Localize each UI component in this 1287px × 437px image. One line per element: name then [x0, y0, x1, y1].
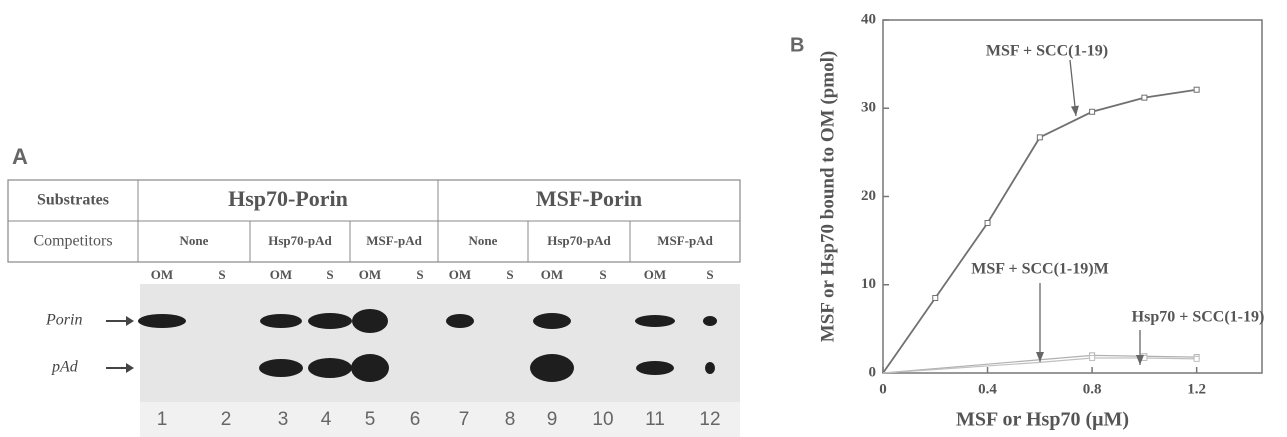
gel-band	[308, 358, 352, 378]
gel-band	[351, 354, 389, 382]
lane-number: 7	[459, 409, 470, 430]
panel-label: B	[790, 34, 804, 56]
series-marker	[1194, 87, 1199, 92]
y-axis-label: MSF or Hsp70 bound to OM (pmol)	[817, 51, 838, 342]
lane-number: 4	[321, 409, 332, 430]
lane-number: 9	[547, 409, 558, 430]
series-label: Hsp70 + SCC(1-19)	[1132, 309, 1265, 326]
x-tick-label: 0	[879, 381, 887, 397]
y-tick-label: 20	[861, 188, 876, 204]
lane-number: 2	[221, 409, 232, 430]
series-marker	[1037, 135, 1042, 140]
gel	[140, 284, 740, 402]
row-header: Substrates	[37, 192, 109, 209]
series-marker	[1090, 355, 1095, 360]
fraction-label: S	[706, 267, 713, 282]
series-marker	[1142, 95, 1147, 100]
x-tick-label: 0.4	[978, 381, 997, 397]
series-label: MSF + SCC(1-19)	[986, 43, 1108, 60]
series-marker	[1090, 109, 1095, 114]
gel-band	[352, 309, 388, 333]
series-marker	[1194, 356, 1199, 361]
substrate-header: MSF-Porin	[536, 186, 642, 211]
gel-band	[703, 316, 717, 326]
series-marker	[933, 295, 938, 300]
fraction-label: OM	[449, 267, 471, 282]
substrate-header: Hsp70-Porin	[228, 186, 348, 211]
lane-number: 11	[645, 409, 665, 430]
fraction-label: OM	[359, 267, 381, 282]
y-tick-label: 30	[861, 100, 876, 116]
lane-number: 1	[157, 409, 168, 430]
fraction-label: S	[506, 267, 513, 282]
competitor-label: MSF-pAd	[657, 233, 713, 248]
y-tick-label: 0	[869, 364, 877, 380]
fraction-label: S	[326, 267, 333, 282]
fraction-label: OM	[151, 267, 173, 282]
lane-number: 3	[278, 409, 289, 430]
series-marker	[985, 220, 990, 225]
competitor-label: None	[469, 233, 498, 248]
fraction-label: OM	[541, 267, 563, 282]
gel-band	[635, 315, 675, 327]
x-axis-label: MSF or Hsp70 (μM)	[956, 409, 1129, 431]
band-label: Porin	[45, 312, 82, 329]
row-header: Competitors	[33, 233, 112, 250]
gel-band	[260, 314, 302, 328]
gel-band	[308, 313, 352, 329]
fraction-label: OM	[644, 267, 666, 282]
gel-band	[705, 362, 715, 374]
band-label: pAd	[51, 359, 79, 376]
lane-number: 5	[365, 409, 376, 430]
fraction-label: S	[416, 267, 423, 282]
x-tick-label: 1.2	[1187, 381, 1206, 397]
lane-number: 12	[699, 409, 720, 430]
lane-number: 6	[410, 409, 421, 430]
lane-number: 10	[592, 409, 613, 430]
competitor-label: Hsp70-pAd	[547, 233, 611, 248]
gel-band	[446, 314, 474, 328]
gel-band	[636, 361, 674, 375]
competitor-label: Hsp70-pAd	[268, 233, 332, 248]
gel-band	[530, 354, 574, 382]
panel-label: A	[12, 144, 28, 169]
competitor-label: MSF-pAd	[366, 233, 422, 248]
gel-band	[138, 314, 186, 328]
lane-number: 8	[505, 409, 516, 430]
y-tick-label: 40	[861, 11, 876, 27]
y-tick-label: 10	[861, 276, 876, 292]
series-label: MSF + SCC(1-19)M	[971, 261, 1108, 278]
figure: A Substrates Hsp70-Porin MSF-Porin Competito…	[0, 0, 1287, 437]
gel-band	[533, 313, 571, 329]
fraction-label: OM	[270, 267, 292, 282]
gel-band	[259, 359, 303, 377]
fraction-label: S	[218, 267, 225, 282]
x-tick-label: 0.8	[1083, 381, 1102, 397]
fraction-label: S	[599, 267, 606, 282]
competitor-label: None	[180, 233, 209, 248]
